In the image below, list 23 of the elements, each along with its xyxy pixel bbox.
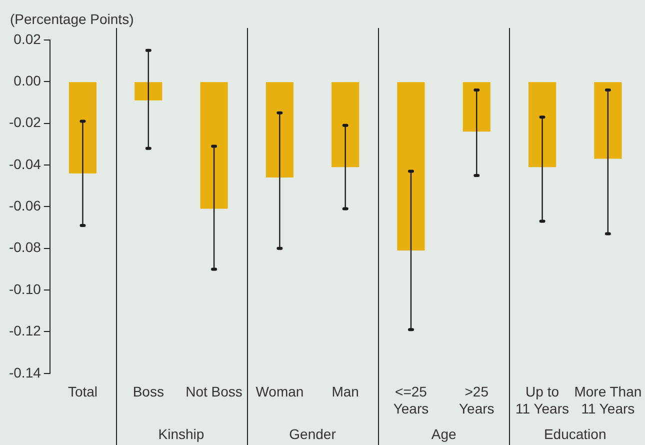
text: Age [431,426,456,442]
x-tick-label: <=25 Years [393,384,429,416]
y-tick-label: -0.08 [8,239,42,256]
x-tick-label: Total [68,384,98,400]
x-tick-label: >25 Years [458,384,494,416]
x-tick-label: Man [332,384,359,400]
y-tick-label: -0.04 [8,156,42,172]
y-tick-label: 0.00 [14,72,42,89]
y-tick-label: -0.12 [8,322,42,339]
x-tick-label: More Than 11 Years [574,384,642,416]
text: Gender [289,426,336,442]
x-tick-label: Boss [132,384,164,400]
x-tick-label: Woman [256,384,304,400]
y-tick-label: -0.06 [8,198,42,214]
y-axis-title: (Percentage Points) [10,11,134,27]
y-tick-label: -0.14 [8,364,42,380]
text: Kinship [158,426,204,442]
x-tick-label: Up to 11 Years [516,384,570,416]
y-tick-label: 0.02 [14,30,42,47]
y-tick-label: -0.10 [8,280,42,297]
text: Education [544,426,606,442]
x-tick-label: Not Boss [186,384,242,400]
y-tick-label: -0.02 [8,114,42,130]
